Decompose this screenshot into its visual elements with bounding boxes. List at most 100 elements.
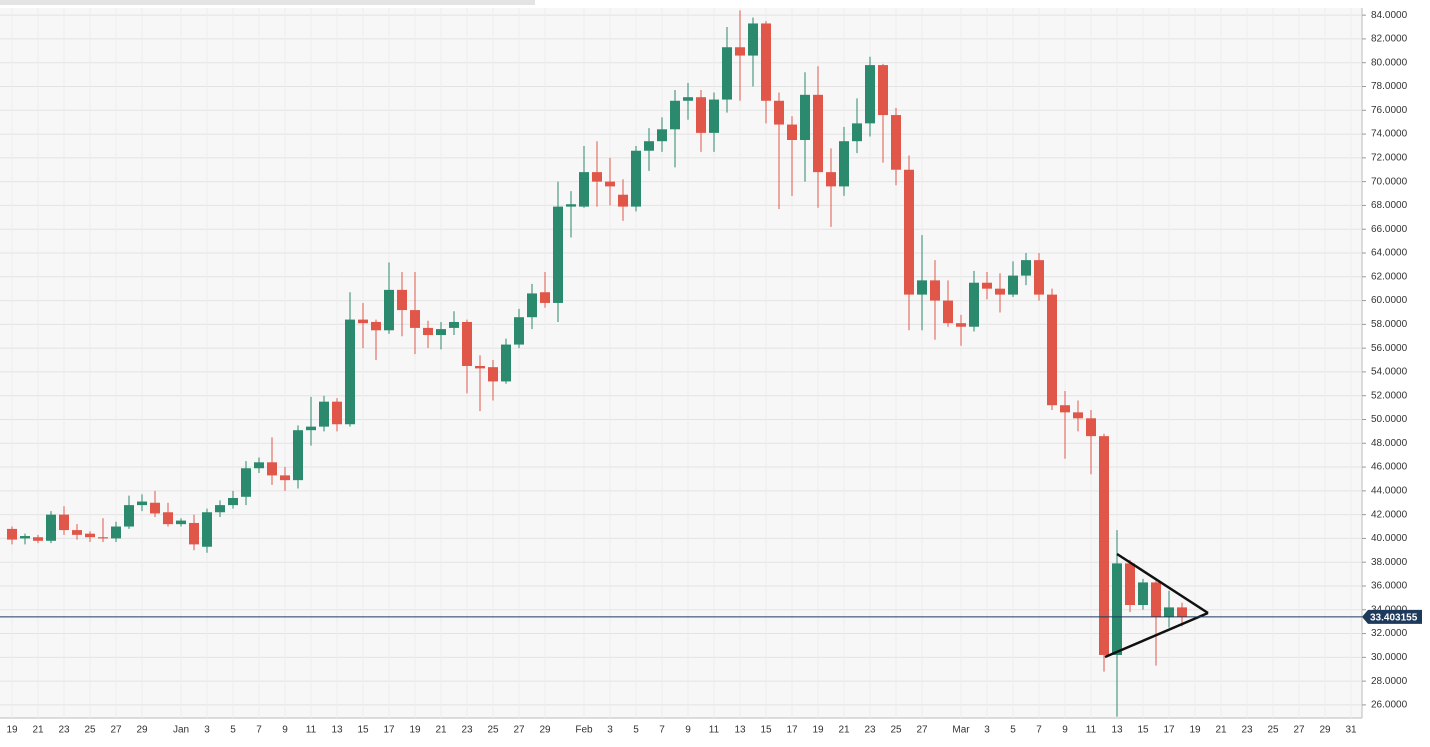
x-tick-label: 7 (1036, 725, 1042, 736)
x-tick-label: 5 (230, 725, 236, 736)
grid (0, 8, 1362, 718)
candle-body (176, 520, 186, 525)
candle-body (683, 97, 693, 101)
candle-body (592, 172, 602, 182)
candle-body (20, 536, 30, 539)
y-tick-label: 64.0000 (1371, 248, 1408, 259)
x-tick-label: 21 (435, 725, 447, 736)
candle-body (449, 321, 459, 328)
candle-body (657, 129, 667, 142)
x-tick-label: Jan (173, 725, 189, 736)
candle-body (644, 141, 654, 151)
candle-body (748, 23, 758, 56)
y-tick-label: 46.0000 (1371, 462, 1408, 473)
y-tick-label: 48.0000 (1371, 438, 1408, 449)
lower-trendline (1104, 611, 1209, 659)
candle-body (761, 23, 771, 101)
triangle-pattern (1104, 552, 1209, 659)
y-tick-label: 28.0000 (1371, 676, 1408, 687)
candle-body (254, 462, 264, 469)
labels: 26.000028.000030.000032.000034.000036.00… (0, 10, 1422, 736)
x-tick-label: 5 (633, 725, 639, 736)
candle-body (722, 47, 732, 100)
x-tick-label: 19 (812, 725, 824, 736)
candle-body (579, 172, 589, 207)
candle-body (189, 522, 199, 545)
y-tick-label: 54.0000 (1371, 367, 1408, 378)
x-tick-label: 9 (685, 725, 691, 736)
candle-body (33, 537, 43, 541)
candle-body (865, 65, 875, 124)
candle-body (358, 319, 368, 324)
candle-body (111, 526, 121, 539)
x-tick-label: 31 (1345, 725, 1357, 736)
candle-body (956, 323, 966, 327)
candle-body (384, 289, 394, 331)
y-tick-label: 58.0000 (1371, 319, 1408, 330)
x-tick-label: 25 (84, 725, 96, 736)
candle-body (631, 150, 641, 207)
y-tick-label: 82.0000 (1371, 34, 1408, 45)
candle-body (605, 181, 615, 187)
x-tick-label: 11 (1086, 725, 1097, 736)
last-price-tag (1362, 609, 1422, 624)
candle-body (488, 367, 498, 382)
candle-body (618, 194, 628, 207)
candle-body (969, 282, 979, 327)
candle-body (839, 141, 849, 187)
x-tick-label: 3 (984, 725, 990, 736)
candle-body (982, 282, 992, 289)
x-tick-label: 21 (1215, 725, 1227, 736)
candle-body (410, 310, 420, 328)
candle-body (280, 475, 290, 481)
candle-body (878, 65, 888, 116)
y-tick-label: 38.0000 (1371, 557, 1408, 568)
y-tick-label: 62.0000 (1371, 271, 1408, 282)
y-tick-label: 30.0000 (1371, 652, 1408, 663)
y-tick-label: 40.0000 (1371, 533, 1408, 544)
y-tick-label: 32.0000 (1371, 628, 1408, 639)
candle-body (137, 501, 147, 506)
candle-body (319, 401, 329, 427)
candle-body (696, 97, 706, 133)
candle-body (670, 100, 680, 130)
x-tick-label: 13 (734, 725, 746, 736)
x-tick-label: 25 (487, 725, 499, 736)
candle-body (943, 300, 953, 324)
y-tick-label: 52.0000 (1371, 390, 1408, 401)
x-tick-label: 15 (760, 725, 772, 736)
candle-body (124, 505, 134, 527)
candle-body (1138, 582, 1148, 606)
x-tick-label: 9 (282, 725, 288, 736)
candle-body (1021, 260, 1031, 276)
candle-body (787, 124, 797, 141)
x-tick-label: 11 (306, 725, 317, 736)
candle-body (371, 321, 381, 331)
candle-body (1047, 294, 1057, 406)
x-tick-label: 21 (838, 725, 850, 736)
y-tick-label: 76.0000 (1371, 105, 1408, 116)
candle-body (852, 123, 862, 142)
candle-body (1086, 418, 1096, 437)
candle-body (995, 288, 1005, 295)
x-tick-label: 11 (709, 725, 720, 736)
y-tick-label: 70.0000 (1371, 176, 1408, 187)
x-tick-label: 15 (357, 725, 369, 736)
x-tick-label: 25 (1267, 725, 1279, 736)
candle-body (293, 430, 303, 481)
y-tick-label: 66.0000 (1371, 224, 1408, 235)
candle-body (332, 401, 342, 425)
candle-body (85, 533, 95, 538)
candle-body (540, 292, 550, 303)
y-tick-label: 56.0000 (1371, 343, 1408, 354)
candle-body (72, 530, 82, 535)
x-tick-label: 13 (331, 725, 343, 736)
candle-body (241, 468, 251, 497)
candle-body (150, 502, 160, 514)
y-tick-label: 26.0000 (1371, 700, 1408, 711)
candle-body (397, 289, 407, 311)
candle-body (774, 100, 784, 125)
x-tick-label: 29 (539, 725, 551, 736)
candle-body (423, 327, 433, 336)
